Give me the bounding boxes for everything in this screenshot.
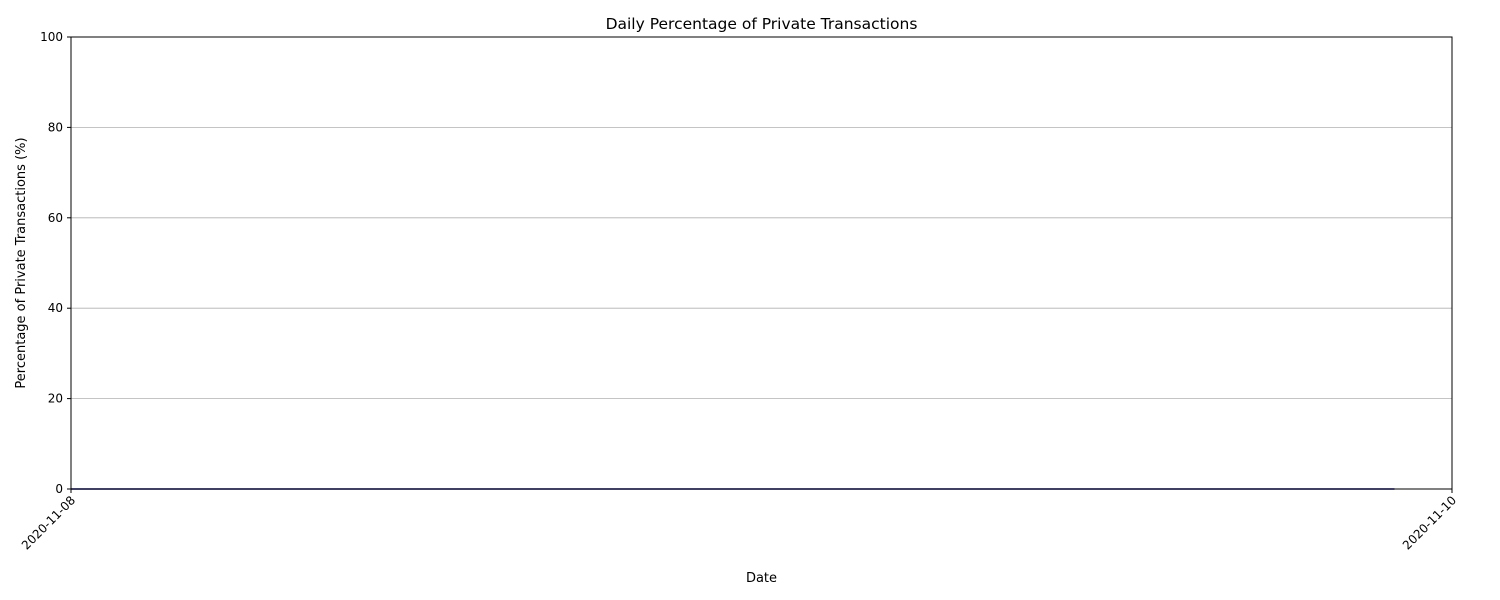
x-tick-label: 2020-11-08 (19, 493, 78, 552)
x-tick-label: 2020-11-10 (1400, 493, 1459, 552)
y-tick-label: 80 (48, 120, 63, 134)
x-axis-label: Date (746, 571, 777, 586)
y-axis: 0 20 40 60 80 100 (40, 30, 71, 496)
y-axis-label: Percentage of Private Transactions (%) (14, 137, 29, 388)
chart-title: Daily Percentage of Private Transactions (606, 15, 918, 33)
y-tick-label: 20 (48, 392, 63, 406)
y-tick-label: 60 (48, 211, 63, 225)
x-axis: 2020-11-08 2020-11-10 (19, 489, 1459, 552)
y-tick-label: 100 (40, 30, 63, 44)
y-tick-label: 0 (55, 482, 63, 496)
plot-frame (70, 36, 1453, 490)
y-tick-label: 40 (48, 301, 63, 315)
grid-lines (71, 127, 1452, 400)
